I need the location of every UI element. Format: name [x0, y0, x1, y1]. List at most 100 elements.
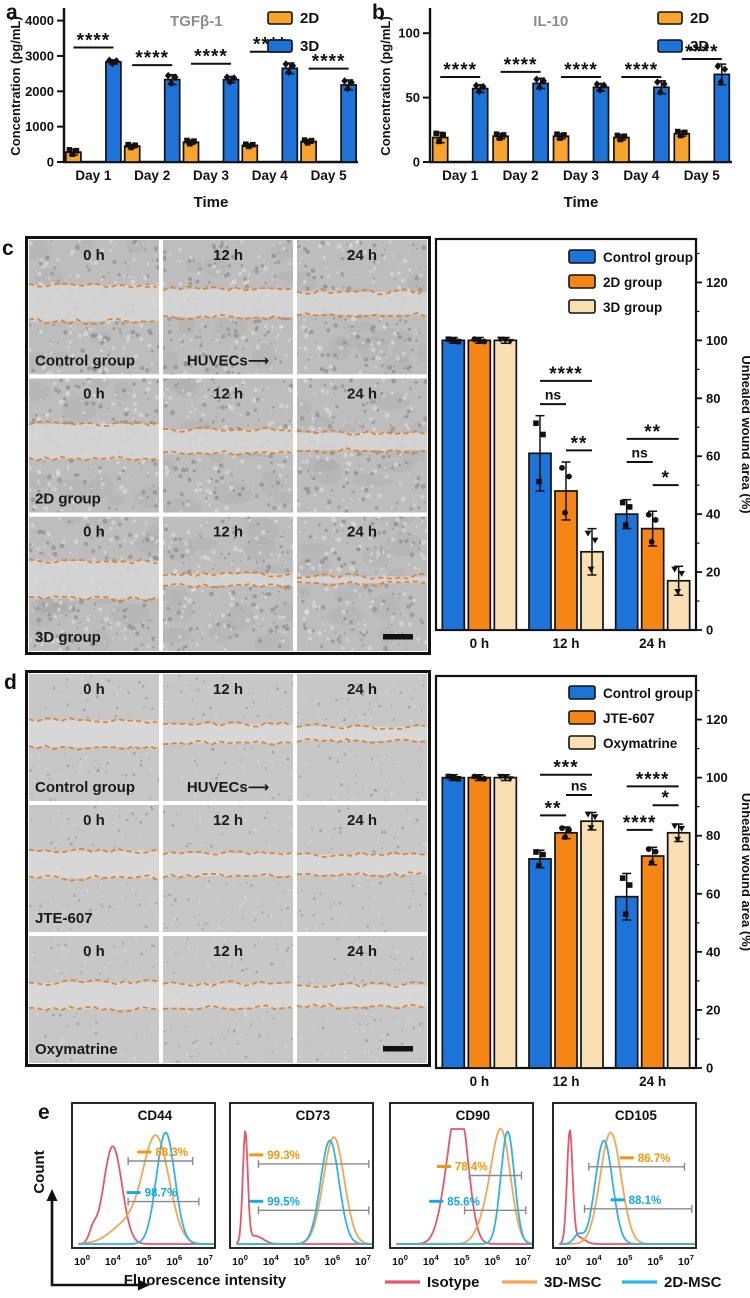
svg-text:Isotype: Isotype [427, 1274, 480, 1291]
svg-text:CD90: CD90 [456, 1108, 491, 1123]
svg-text:3D: 3D [300, 38, 319, 55]
svg-text:0: 0 [47, 155, 54, 170]
svg-text:2D-MSC: 2D-MSC [664, 1274, 722, 1291]
svg-text:Concentration (pg/mL): Concentration (pg/mL) [8, 16, 23, 155]
svg-text:12 h: 12 h [552, 1074, 579, 1089]
svg-text:12 h: 12 h [213, 385, 243, 402]
svg-text:12 h: 12 h [552, 636, 579, 651]
svg-text:2D group: 2D group [35, 491, 101, 508]
svg-text:0: 0 [413, 155, 420, 170]
svg-text:3D: 3D [690, 38, 709, 55]
svg-text:98.7%: 98.7% [145, 1188, 178, 1200]
svg-text:Time: Time [194, 194, 229, 211]
svg-text:105: 105 [294, 1253, 310, 1268]
svg-text:Oxymatrine: Oxymatrine [35, 1041, 118, 1058]
svg-text:0 h: 0 h [470, 1074, 490, 1089]
svg-text:12 h: 12 h [213, 681, 243, 698]
svg-text:2000: 2000 [25, 84, 54, 99]
il10-svg: 0 50 100 Concentration (pg/mL) IL-10 **** ****… [378, 8, 732, 211]
svg-text:****: **** [135, 48, 169, 69]
svg-text:24 h: 24 h [639, 636, 666, 651]
svg-text:****: **** [312, 52, 346, 73]
svg-text:Control group: Control group [35, 352, 135, 369]
svg-text:CD44: CD44 [138, 1108, 173, 1123]
svg-text:12 h: 12 h [213, 524, 243, 541]
svg-text:HUVECs⟶: HUVECs⟶ [187, 779, 269, 796]
svg-text:20: 20 [706, 565, 720, 580]
svg-text:Day 2: Day 2 [134, 168, 170, 183]
svg-text:**: ** [545, 798, 562, 819]
svg-text:106: 106 [484, 1253, 500, 1268]
svg-text:107: 107 [355, 1253, 371, 1268]
svg-text:40: 40 [706, 944, 720, 959]
svg-text:Day 4: Day 4 [623, 168, 660, 183]
svg-text:2D: 2D [690, 10, 709, 27]
svg-text:****: **** [77, 30, 111, 51]
flow-cytometry-svg: CD44 88.3% 98.7% 100 104 105 106 107 CD73 99.3% 99… [31, 1102, 722, 1291]
svg-text:105: 105 [454, 1253, 470, 1268]
svg-text:78.4%: 78.4% [455, 1162, 488, 1174]
svg-text:80: 80 [706, 391, 720, 406]
panel-e-letter: e [38, 1101, 50, 1124]
svg-text:24 h: 24 h [347, 385, 377, 402]
svg-text:0 h: 0 h [83, 385, 105, 402]
svg-text:0 h: 0 h [470, 636, 490, 651]
unhealed-wound-chart-c: 0 20 40 60 80 100 120 Unhealed wound area (%) **… [431, 234, 750, 667]
svg-text:85.6%: 85.6% [447, 1196, 480, 1208]
svg-text:ns: ns [631, 445, 648, 461]
svg-text:**: ** [644, 422, 661, 443]
svg-text:60: 60 [706, 449, 720, 464]
svg-text:Control group: Control group [603, 686, 693, 701]
svg-text:80: 80 [706, 828, 720, 843]
svg-text:88.1%: 88.1% [629, 1195, 662, 1207]
svg-text:3D-MSC: 3D-MSC [544, 1274, 602, 1291]
svg-text:100: 100 [706, 333, 728, 348]
svg-text:*: * [661, 788, 669, 809]
panel-a-letter: a [6, 1, 18, 24]
svg-text:106: 106 [324, 1253, 340, 1268]
svg-text:Oxymatrine: Oxymatrine [603, 736, 678, 751]
wound-image-grid-d: 0 h Control group 12 h HUVECs⟶ 24 h 0 h JTE-60… [25, 670, 431, 1072]
svg-text:Day 4: Day 4 [252, 168, 289, 183]
svg-text:****: **** [564, 60, 598, 81]
svg-text:1000: 1000 [25, 119, 54, 134]
svg-text:100: 100 [232, 1253, 248, 1268]
svg-text:****: **** [549, 364, 583, 385]
svg-text:60: 60 [706, 886, 720, 901]
svg-text:Fluorescence intensity: Fluorescence intensity [124, 1272, 287, 1289]
svg-text:12 h: 12 h [213, 943, 243, 960]
svg-text:HUVECs⟶: HUVECs⟶ [187, 352, 269, 369]
svg-text:0 h: 0 h [83, 943, 105, 960]
svg-text:0 h: 0 h [83, 524, 105, 541]
svg-text:0 h: 0 h [83, 812, 105, 829]
svg-text:****: **** [443, 60, 477, 81]
svg-text:24 h: 24 h [347, 943, 377, 960]
svg-text:99.3%: 99.3% [267, 1150, 300, 1162]
svg-text:3000: 3000 [25, 48, 54, 63]
svg-text:3D group: 3D group [35, 629, 101, 646]
svg-text:24 h: 24 h [347, 681, 377, 698]
svg-text:**: ** [571, 433, 588, 454]
wound-image-grid-c: 0 h Control group 12 h HUVECs⟶ 24 h 0 h 2D gro… [25, 236, 431, 660]
svg-text:104: 104 [263, 1253, 280, 1268]
svg-text:JTE-607: JTE-607 [603, 711, 655, 726]
svg-text:****: **** [685, 42, 719, 63]
svg-text:Day 1: Day 1 [442, 168, 479, 183]
panel-b-letter: b [372, 1, 385, 24]
svg-text:4000: 4000 [25, 13, 54, 28]
panel-d-letter: d [4, 671, 17, 694]
svg-text:107: 107 [678, 1253, 694, 1268]
svg-text:100: 100 [555, 1253, 571, 1268]
svg-text:120: 120 [706, 712, 728, 727]
svg-text:24 h: 24 h [347, 524, 377, 541]
svg-text:106: 106 [647, 1253, 663, 1268]
svg-text:CD105: CD105 [615, 1108, 658, 1123]
svg-text:ns: ns [545, 387, 562, 403]
svg-text:Day 2: Day 2 [503, 168, 539, 183]
svg-text:106: 106 [166, 1253, 182, 1268]
svg-text:CD73: CD73 [296, 1108, 331, 1123]
svg-text:Control group: Control group [35, 779, 135, 796]
